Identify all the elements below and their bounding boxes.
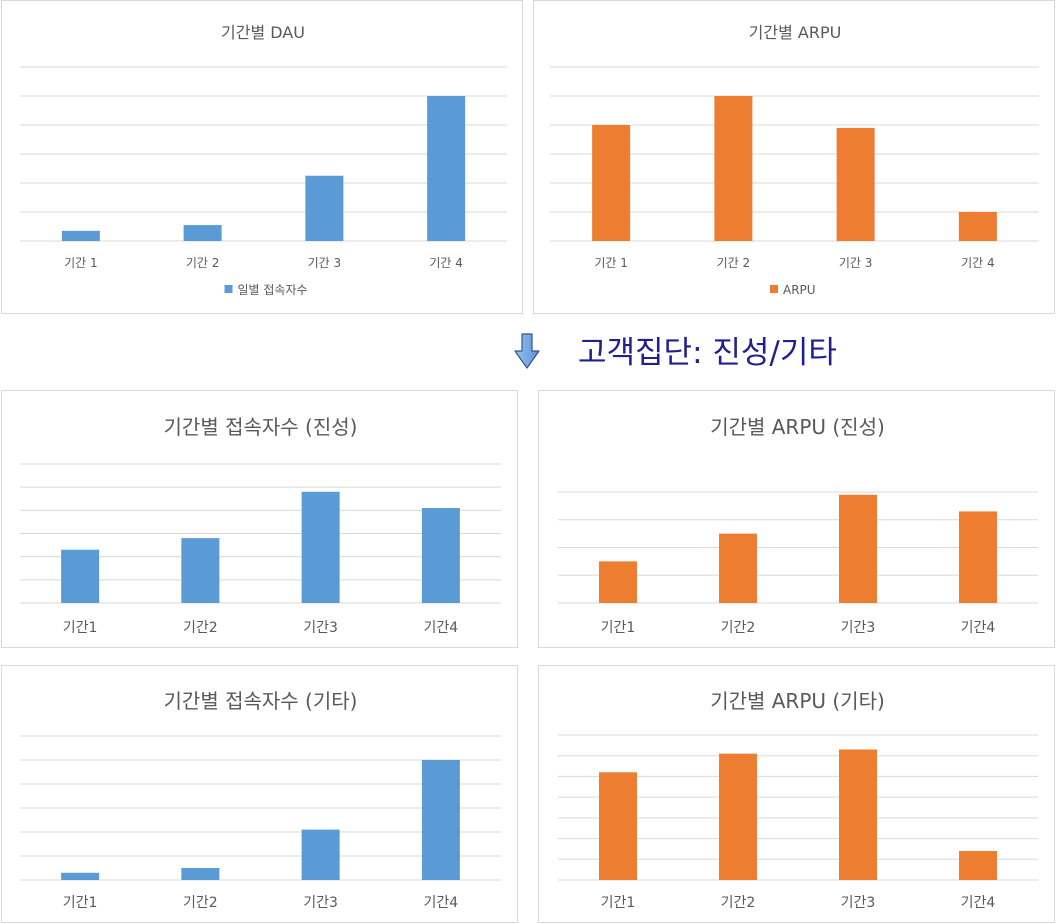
bar-4 (959, 511, 997, 603)
x-tick-label: 기간1 (63, 620, 98, 636)
chart-panel-arpu-all: 기간별 ARPU 기간 1 기간 2 기간 3 기간 4 ARPU (533, 0, 1055, 314)
bar-2 (183, 225, 222, 241)
x-tick-label: 기간 1 (64, 256, 98, 270)
bar-2 (719, 533, 757, 603)
x-tick-label: 기간1 (601, 620, 636, 636)
x-tick-label: 기간3 (303, 620, 338, 636)
x-tick-label: 기간1 (63, 895, 98, 911)
x-tick-label: 기간 2 (717, 256, 751, 270)
chart-panel-arpu-other: 기간별 ARPU (기타) 기간1 기간2 기간3 기간4 (538, 665, 1055, 923)
bar-1 (599, 561, 637, 603)
bar-4 (958, 212, 997, 241)
chart-svg-arpu-other: 기간별 ARPU (기타) 기간1 기간2 기간3 기간4 (558, 689, 1038, 911)
legend: 일별 접속자수 (224, 283, 308, 297)
bar-2 (719, 753, 757, 880)
chart-svg-dau-core: 기간별 접속자수 (진성) 기간1 기간2 기간3 기간4 (20, 415, 501, 636)
bar-3 (839, 749, 877, 880)
x-tick-label: 기간 3 (839, 256, 873, 270)
chart-svg-arpu-core: 기간별 ARPU (진성) 기간1 기간2 기간3 기간4 (558, 415, 1038, 636)
bar-2 (181, 868, 220, 880)
bar-2 (181, 538, 220, 603)
down-arrow-icon (514, 333, 540, 369)
x-tick-label: 기간4 (424, 895, 459, 911)
x-tick-label: 기간2 (721, 620, 756, 636)
bar-3 (836, 127, 875, 241)
bar-4 (421, 760, 460, 880)
chart-panel-dau-core: 기간별 접속자수 (진성) 기간1 기간2 기간3 기간4 (1, 390, 518, 648)
x-tick-label: 기간2 (183, 620, 218, 636)
legend-label: ARPU (783, 283, 816, 297)
bar-1 (592, 125, 631, 241)
bar-4 (959, 851, 997, 880)
bar-3 (839, 494, 877, 603)
x-tick-label: 기간3 (841, 895, 876, 911)
x-tick-label: 기간 4 (961, 256, 995, 270)
x-tick-label: 기간4 (961, 895, 996, 911)
chart-title: 기간별 ARPU (749, 23, 842, 42)
x-tick-label: 기간4 (424, 620, 459, 636)
chart-title: 기간별 접속자수 (진성) (164, 415, 358, 439)
chart-panel-dau-all: 기간별 DAU 기간 1 기간 2 기간 3 기간 4 일별 접속자수 (1, 0, 523, 314)
x-tick-label: 기간3 (841, 620, 876, 636)
bar-1 (61, 872, 100, 880)
legend: ARPU (770, 283, 816, 297)
chart-panel-dau-other: 기간별 접속자수 (기타) 기간1 기간2 기간3 기간4 (1, 665, 518, 923)
bar-3 (301, 829, 340, 880)
chart-svg-dau-all: 기간별 DAU 기간 1 기간 2 기간 3 기간 4 일별 접속자수 (20, 23, 507, 297)
legend-swatch (224, 285, 233, 293)
legend-swatch (770, 285, 778, 293)
x-tick-label: 기간 3 (308, 256, 342, 270)
bar-1 (61, 230, 100, 241)
segment-caption: 고객집단: 진성/기타 (578, 335, 837, 371)
legend-label: 일별 접속자수 (238, 283, 308, 297)
chart-title: 기간별 ARPU (진성) (710, 415, 885, 439)
x-tick-label: 기간 1 (594, 256, 628, 270)
bar-4 (427, 96, 466, 241)
chart-title: 기간별 ARPU (기타) (710, 689, 885, 713)
chart-svg-dau-other: 기간별 접속자수 (기타) 기간1 기간2 기간3 기간4 (20, 689, 501, 911)
x-tick-label: 기간3 (303, 895, 338, 911)
chart-title: 기간별 DAU (221, 23, 305, 42)
chart-title: 기간별 접속자수 (기타) (164, 689, 358, 713)
chart-svg-arpu-all: 기간별 ARPU 기간 1 기간 2 기간 3 기간 4 ARPU (550, 23, 1039, 297)
bar-3 (301, 491, 340, 603)
x-tick-label: 기간2 (721, 895, 756, 911)
bar-4 (421, 508, 460, 603)
x-tick-label: 기간4 (961, 620, 996, 636)
bar-2 (714, 96, 753, 241)
bar-3 (305, 175, 344, 241)
x-tick-label: 기간1 (601, 895, 636, 911)
x-tick-label: 기간 2 (186, 256, 220, 270)
bar-1 (61, 549, 100, 603)
bar-1 (599, 772, 637, 880)
x-tick-label: 기간 4 (429, 256, 463, 270)
chart-panel-arpu-core: 기간별 ARPU (진성) 기간1 기간2 기간3 기간4 (538, 390, 1055, 648)
x-tick-label: 기간2 (183, 895, 218, 911)
